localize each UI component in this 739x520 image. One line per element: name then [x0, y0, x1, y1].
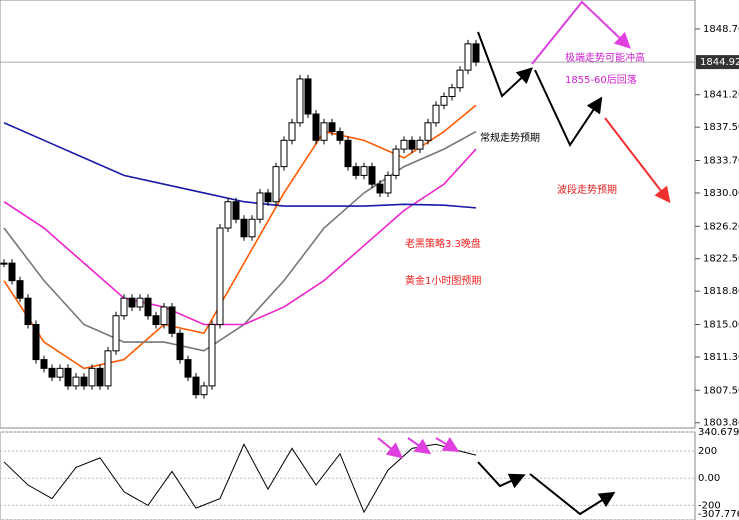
- candle: [120, 297, 128, 317]
- y-tick-label: 1803.80: [703, 418, 739, 429]
- candle: [216, 227, 224, 326]
- y-tick-label: 1848.70: [703, 24, 739, 35]
- candle: [400, 139, 408, 150]
- y-tick-label: 0.00: [698, 473, 720, 484]
- y-tick-label: 340.679: [698, 427, 739, 438]
- candle: [448, 87, 456, 97]
- candle: [424, 122, 432, 141]
- moving-average: [3, 122, 477, 209]
- candle: [168, 306, 176, 334]
- candle: [304, 78, 312, 115]
- candle: [464, 43, 472, 71]
- annotation: 1855-60后回落: [565, 74, 637, 86]
- candle: [48, 367, 56, 378]
- candle: [0, 262, 8, 265]
- y-tick-label: 1818.80: [703, 286, 739, 297]
- candle: [24, 297, 32, 326]
- candle: [144, 297, 152, 317]
- candle: [264, 192, 272, 203]
- candle: [200, 385, 208, 396]
- y-tick-label: 1807.50: [703, 385, 739, 396]
- candle: [80, 376, 88, 387]
- candle: [368, 166, 376, 185]
- moving-average: [3, 148, 477, 326]
- candle: [192, 376, 200, 396]
- candle: [432, 104, 440, 124]
- arrows: [377, 0, 671, 516]
- y-tick-label: 1837.50: [703, 122, 739, 133]
- candle: [360, 166, 368, 176]
- candle: [224, 201, 232, 229]
- candle: [16, 280, 24, 299]
- candle: [472, 43, 480, 63]
- y-tick-label: 1830.00: [703, 188, 739, 199]
- y-tick-label: 1826.20: [703, 221, 739, 232]
- candle: [88, 367, 96, 387]
- annotation: 老黑策略3.3晚盘: [405, 237, 481, 250]
- y-tick-label: 200: [698, 446, 717, 457]
- candle: [320, 122, 328, 141]
- candle: [416, 139, 424, 150]
- candle: [248, 218, 256, 238]
- candle: [176, 332, 184, 361]
- oscillator-line: [3, 443, 477, 514]
- candle: [40, 359, 48, 369]
- candle: [384, 174, 392, 194]
- candle: [232, 201, 240, 220]
- candle: [256, 192, 264, 220]
- candle: [272, 166, 280, 203]
- candle: [456, 69, 464, 89]
- y-tick-label: 1815.00: [703, 320, 739, 331]
- candle: [344, 139, 352, 168]
- candle: [312, 113, 320, 141]
- candle: [440, 95, 448, 106]
- candle: [280, 139, 288, 168]
- main-panel: [0, 0, 696, 429]
- candle: [392, 148, 400, 176]
- candle: [328, 122, 336, 133]
- price-box: [696, 55, 739, 70]
- y-tick-label: -200: [698, 500, 721, 511]
- candle: [136, 297, 144, 308]
- moving-average: [3, 104, 477, 370]
- candle: [72, 376, 80, 387]
- candle: [352, 166, 360, 176]
- candle: [8, 262, 16, 282]
- candle: [128, 297, 136, 308]
- candle: [408, 139, 416, 150]
- current-price-label: 1844.92: [700, 57, 739, 68]
- candle: [32, 324, 40, 361]
- candle: [104, 350, 112, 387]
- candle: [376, 183, 384, 194]
- candle: [336, 131, 344, 141]
- candle: [64, 367, 72, 387]
- y-tick-label: 1811.30: [703, 352, 739, 363]
- y-tick-label: -307.7761: [698, 509, 739, 520]
- candle: [296, 78, 304, 124]
- candle: [112, 315, 120, 352]
- candle: [184, 359, 192, 378]
- candle: [160, 306, 168, 326]
- y-tick-label: 1833.70: [703, 156, 739, 167]
- candle: [152, 315, 160, 326]
- candle: [288, 122, 296, 141]
- candle: [240, 218, 248, 238]
- candle: [96, 367, 104, 387]
- candle: [56, 367, 64, 378]
- y-tick-label: 1822.50: [703, 254, 739, 265]
- sub-panel: [0, 431, 696, 520]
- annotation: 极端走势可能冲高: [565, 51, 645, 64]
- annotation: 黄金1小时图预期: [405, 274, 481, 287]
- annotation: 波段走势预期: [557, 183, 617, 196]
- annotation: 常规走势预期: [480, 131, 540, 144]
- candle: [208, 324, 216, 387]
- y-tick-label: 1841.20: [703, 90, 739, 101]
